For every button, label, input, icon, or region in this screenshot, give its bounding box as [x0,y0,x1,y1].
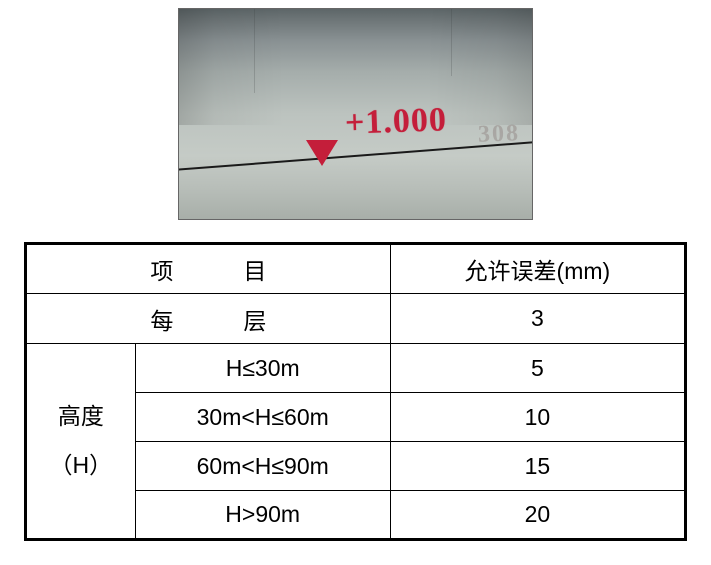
table-row-value: 15 [390,442,685,491]
table-row-range: 60m<H≤90m [135,442,390,491]
header-tolerance: 允许误差(mm) [390,244,685,294]
table-row-range: H≤30m [135,344,390,393]
table-row-value: 20 [390,491,685,540]
header-item-char1: 项 [150,252,173,286]
table-row-range: H>90m [135,491,390,540]
row-each-label: 每层 [26,294,391,344]
height-category-label: 高度 （H） [26,344,136,540]
marker-triangle-icon [306,140,338,166]
row-each-char1: 每 [150,302,173,336]
photo-container: +1.000 308 [20,8,691,220]
faint-number-text: 308 [478,120,521,148]
row-each-value: 3 [390,294,685,344]
table-row-value: 5 [390,344,685,393]
header-item: 项目 [26,244,391,294]
stencil-elevation-text: +1.000 [344,101,447,143]
table-row-value: 10 [390,393,685,442]
height-label-line1: 高度 [27,405,135,428]
height-label-line2: （H） [27,454,135,477]
header-item-char2: 目 [243,252,266,286]
row-each-char2: 层 [243,302,266,336]
table-row-range: 30m<H≤60m [135,393,390,442]
construction-photo: +1.000 308 [178,8,533,220]
tolerance-table: 项目 允许误差(mm) 每层 3 高度 （H） H≤30m 5 30m<H≤60… [24,242,687,541]
